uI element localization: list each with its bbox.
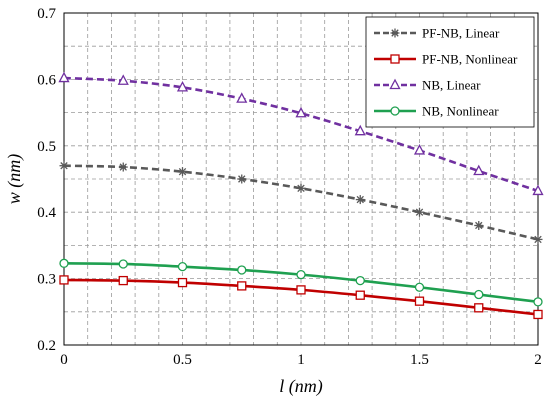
series-0 xyxy=(59,161,543,244)
data-point xyxy=(237,281,247,291)
series-3 xyxy=(59,258,543,307)
y-tick-label: 0.2 xyxy=(37,338,56,354)
data-point xyxy=(533,309,543,320)
legend-entry: NB, Nonlinear xyxy=(374,104,499,119)
tick-labels: 0 0.5 1 1.5 2 0.2 0.3 0.4 0.5 0.6 0.7 xyxy=(37,6,542,368)
data-point xyxy=(177,277,188,288)
legend-entry: PF-NB, Nonlinear xyxy=(374,52,518,67)
data-point xyxy=(58,71,70,83)
legend-label: PF-NB, Nonlinear xyxy=(422,52,518,67)
legend-marker xyxy=(390,28,400,38)
data-point xyxy=(354,124,366,136)
data-point xyxy=(296,269,306,280)
x-tick-label: 0 xyxy=(60,352,68,368)
series-1 xyxy=(59,275,543,320)
y-tick-label: 0.5 xyxy=(37,139,56,155)
y-axis-title: w (nm) xyxy=(4,154,25,205)
series-2 xyxy=(58,71,544,196)
data-point xyxy=(59,275,69,285)
data-point xyxy=(59,258,69,268)
legend-marker xyxy=(390,54,400,64)
data-point xyxy=(236,92,248,103)
x-tick-label: 2 xyxy=(534,352,542,368)
legend: PF-NB, Linear PF-NB, Nonlinear NB, Linear N… xyxy=(365,16,535,128)
legend-marker xyxy=(389,78,401,90)
data-point xyxy=(532,184,544,196)
data-point xyxy=(474,289,484,300)
data-point xyxy=(295,106,307,118)
plot-area-frame xyxy=(63,12,539,346)
series-line xyxy=(63,164,539,241)
data-point xyxy=(413,144,426,155)
data-point xyxy=(117,74,129,85)
x-axis-title: l (nm) xyxy=(279,376,323,397)
y-tick-label: 0.4 xyxy=(37,205,56,221)
legend-marker xyxy=(390,106,400,116)
data-point xyxy=(296,285,306,295)
y-tick-label: 0.6 xyxy=(37,72,56,88)
data-point xyxy=(415,207,424,217)
y-tick-label: 0.3 xyxy=(37,272,56,288)
data-point xyxy=(355,290,365,300)
data-point xyxy=(533,234,543,244)
data-point xyxy=(176,80,189,92)
data-point xyxy=(355,195,365,205)
data-point xyxy=(473,164,485,176)
data-point xyxy=(177,261,188,272)
data-point xyxy=(533,297,543,307)
legend-entry: NB, Linear xyxy=(374,78,481,93)
data-point xyxy=(296,183,306,193)
legend-entry: PF-NB, Linear xyxy=(374,26,500,41)
data-point xyxy=(237,174,247,184)
x-tick-label: 1.5 xyxy=(410,352,429,368)
legend-label: PF-NB, Linear xyxy=(422,26,500,41)
legend-label: NB, Nonlinear xyxy=(422,104,499,119)
y-tick-label: 0.7 xyxy=(37,6,56,22)
data-point xyxy=(474,303,484,313)
data-point xyxy=(414,296,425,306)
x-tick-label: 0.5 xyxy=(173,352,192,368)
data-point xyxy=(474,220,484,230)
series-layer xyxy=(58,71,544,320)
data-point xyxy=(178,167,187,177)
data-point xyxy=(118,275,128,286)
data-point xyxy=(118,162,128,172)
data-point xyxy=(414,282,425,292)
data-point xyxy=(355,275,365,286)
x-tick-label: 1 xyxy=(297,352,305,368)
data-point xyxy=(118,259,128,269)
series-line xyxy=(63,76,539,193)
data-point xyxy=(237,265,247,275)
legend-label: NB, Linear xyxy=(422,78,481,93)
data-point xyxy=(59,161,69,171)
